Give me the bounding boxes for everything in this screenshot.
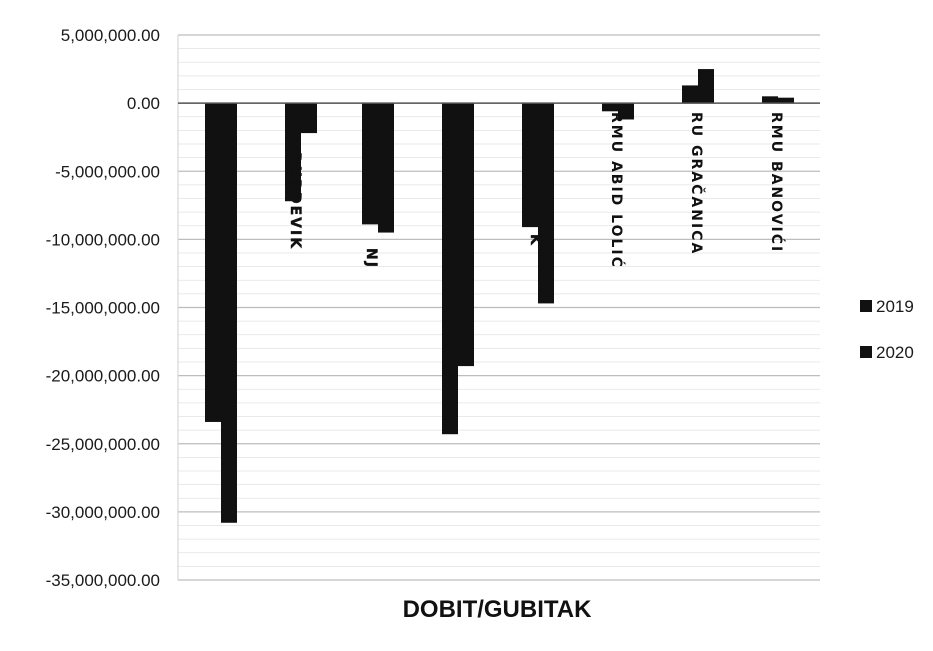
bar-2019 (682, 85, 698, 104)
bar-2019 (442, 103, 458, 435)
category-label: K (527, 234, 543, 247)
category-label: ĐURĐEVIK (287, 152, 303, 250)
bar-2020 (778, 97, 794, 104)
y-tick-label: -20,000,000.00 (46, 367, 160, 386)
category-label: RMU BANOVIĆI (768, 112, 786, 253)
bar-2020 (221, 103, 237, 523)
bar-2020 (458, 103, 474, 367)
legend: 2019 2020 (860, 297, 914, 362)
x-axis-title: DOBIT/GUBITAK (403, 596, 593, 623)
y-axis-tick-labels: 5,000,000.00 0.00 -5,000,000.00 -10,000,000… (46, 26, 160, 590)
bar-2020 (618, 103, 634, 120)
bar-2019 (362, 103, 378, 225)
bar-2019 (762, 96, 778, 104)
legend-swatch-2019 (860, 300, 872, 312)
legend-swatch-2020 (860, 346, 872, 358)
bar-2020 (378, 103, 394, 233)
y-tick-label: -5,000,000.00 (55, 162, 160, 181)
legend-label-2019: 2019 (876, 297, 914, 316)
bar-2019 (205, 103, 221, 422)
category-label: RU GRAČANICA (688, 112, 706, 255)
bar-2019 (522, 103, 538, 228)
category-label: NJ (363, 248, 379, 269)
y-tick-label: -30,000,000.00 (46, 503, 160, 522)
legend-label-2020: 2020 (876, 343, 914, 362)
y-tick-label: 0.00 (127, 94, 160, 113)
bar-2019 (285, 103, 301, 202)
bar-2020 (698, 69, 714, 104)
y-tick-label: -35,000,000.00 (46, 571, 160, 590)
bar-2020 (538, 103, 554, 304)
bar-2019 (602, 103, 618, 112)
category-label: RMU ABID LOLIĆ (608, 112, 626, 269)
y-tick-label: -10,000,000.00 (46, 230, 160, 249)
bar-2020 (301, 103, 317, 134)
y-tick-label: 5,000,000.00 (61, 26, 160, 45)
gridlines (177, 34, 820, 581)
y-tick-label: -25,000,000.00 (46, 435, 160, 454)
bars (205, 69, 794, 523)
category-labels: ĐURĐEVIK NJ K RMU ABID LOLIĆ RU GRAČANICA RMU… (287, 112, 786, 269)
y-tick-label: -15,000,000.00 (46, 299, 160, 318)
